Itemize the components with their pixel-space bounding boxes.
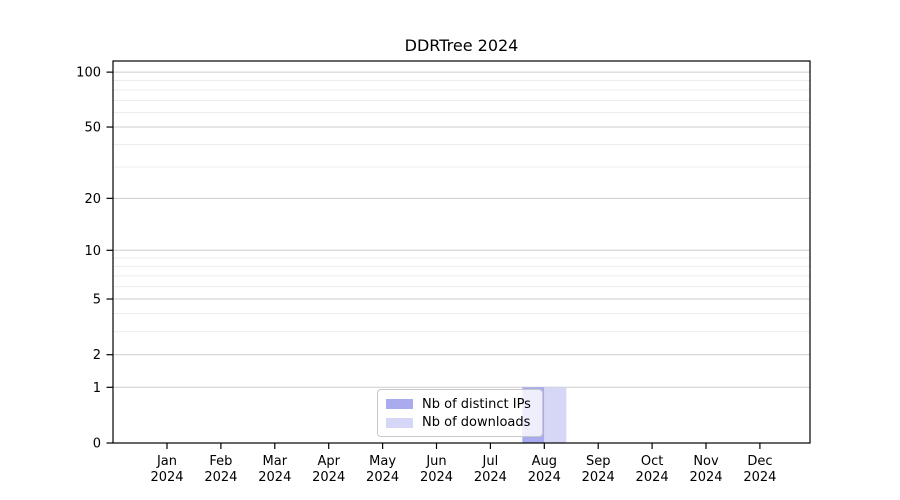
x-tick-label: Feb 2024: [204, 454, 237, 485]
y-tick-label: 2: [93, 348, 101, 363]
bar-aug-2024-s1: [544, 387, 567, 443]
legend-label-downloads: Nb of downloads: [422, 415, 531, 431]
x-tick-label: Sep 2024: [582, 454, 615, 485]
legend-label-distinct-ips: Nb of distinct IPs: [422, 396, 531, 412]
x-tick-label: Aug 2024: [528, 454, 561, 485]
x-tick-label: Jun 2024: [420, 454, 453, 485]
x-tick-label: Mar 2024: [258, 454, 291, 485]
x-tick-label: Nov 2024: [689, 454, 722, 485]
x-tick-label: Oct 2024: [636, 454, 669, 485]
legend-item-downloads: Nb of downloads: [386, 414, 534, 432]
legend: Nb of distinct IPs Nb of downloads: [377, 389, 543, 437]
legend-swatch-downloads-icon: [386, 417, 413, 428]
plot-frame: [112, 60, 811, 444]
y-tick-label: 20: [84, 192, 101, 207]
x-tick-label: May 2024: [366, 454, 399, 485]
y-tick-label: 5: [93, 293, 101, 308]
chart-title: DDRTree 2024: [404, 36, 519, 55]
y-tick-label: 0: [93, 437, 101, 452]
y-tick-label: 50: [84, 121, 101, 136]
x-tick-label: Jan 2024: [150, 454, 183, 485]
y-tick-label: 10: [84, 244, 101, 259]
x-tick-label: Apr 2024: [312, 454, 345, 485]
legend-item-distinct-ips: Nb of distinct IPs: [386, 395, 534, 413]
x-tick-label: Dec 2024: [743, 454, 776, 485]
y-tick-label: 100: [76, 66, 101, 81]
y-tick-label: 1: [93, 381, 101, 396]
x-tick-label: Jul 2024: [474, 454, 507, 485]
legend-swatch-distinct-ips-icon: [386, 399, 413, 410]
